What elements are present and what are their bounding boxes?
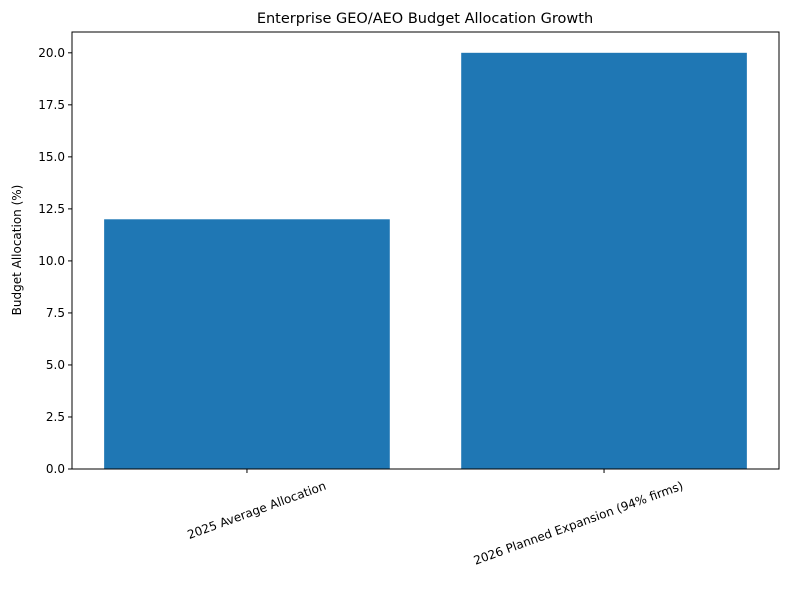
- y-tick-label: 20.0: [38, 46, 65, 60]
- y-tick-label: 0.0: [46, 462, 65, 476]
- plot-frame: [71, 31, 780, 470]
- y-tick-label: 2.5: [46, 410, 65, 424]
- y-tick-label: 17.5: [38, 98, 65, 112]
- bar: [461, 52, 747, 470]
- x-tick-label: 2026 Planned Expansion (94% firms): [472, 479, 685, 568]
- y-tick-label: 15.0: [38, 150, 65, 164]
- chart-title: Enterprise GEO/AEO Budget Allocation Gro…: [257, 11, 593, 27]
- y-tick-label: 12.5: [38, 202, 65, 216]
- x-tick-label: 2025 Average Allocation: [185, 479, 328, 542]
- y-tick-label: 5.0: [46, 358, 65, 372]
- y-tick-label: 10.0: [38, 254, 65, 268]
- y-axis-label: Budget Allocation (%): [10, 185, 24, 316]
- bar: [104, 219, 390, 469]
- y-tick-label: 7.5: [46, 306, 65, 320]
